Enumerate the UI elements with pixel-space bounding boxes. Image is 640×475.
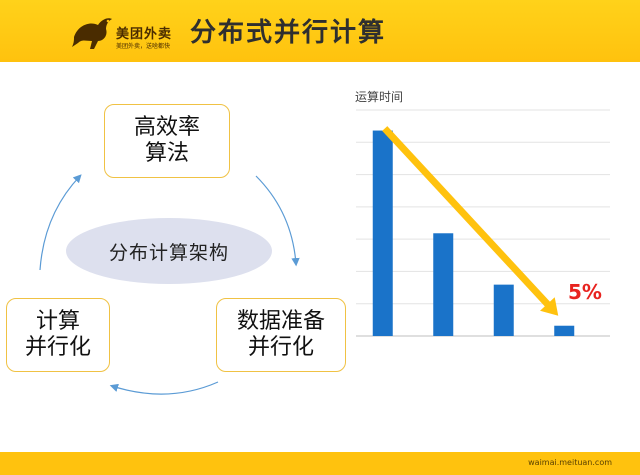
trend-arrow-shaft [382,126,553,309]
node-data-prep-parallel: 数据准备 并行化 [216,298,346,372]
trend-arrow-head [540,297,559,316]
node-efficient-algorithm: 高效率 算法 [104,104,230,178]
bar-1 [372,130,393,336]
brand-logo: 美团外卖 美团外卖，送啥都快 [68,7,188,55]
kangaroo-icon [72,18,112,49]
chart-title: 运算时间 [355,90,404,104]
node-line: 计算 [35,308,80,334]
header-bar: 美团外卖 美团外卖，送啥都快 分布式并行计算 [0,0,640,62]
node-line: 并行化 [247,335,314,360]
flow-arrow-bottom [109,381,219,395]
flow-arrow-right [255,175,300,267]
brand-slogan: 美团外卖，送啥都快 [116,43,171,50]
bar-4 [554,325,575,336]
node-line: 并行化 [24,335,91,360]
slide-title: 分布式并行计算 [190,18,387,48]
node-compute-parallel: 计算 并行化 [6,298,110,372]
bar-2 [433,233,454,336]
annotation-label: 5% [568,280,602,304]
center-ellipse: 分布计算架构 [66,218,272,284]
footer-url: waimai.meituan.com [528,458,612,467]
node-line: 算法 [144,141,189,166]
bar-3 [493,284,514,336]
node-line: 数据准备 [236,308,325,334]
brand-name: 美团外卖 [116,27,173,42]
node-line: 高效率 [133,114,200,140]
flow-arrow-left [39,174,82,271]
footer-bar: waimai.meituan.com [0,452,640,475]
